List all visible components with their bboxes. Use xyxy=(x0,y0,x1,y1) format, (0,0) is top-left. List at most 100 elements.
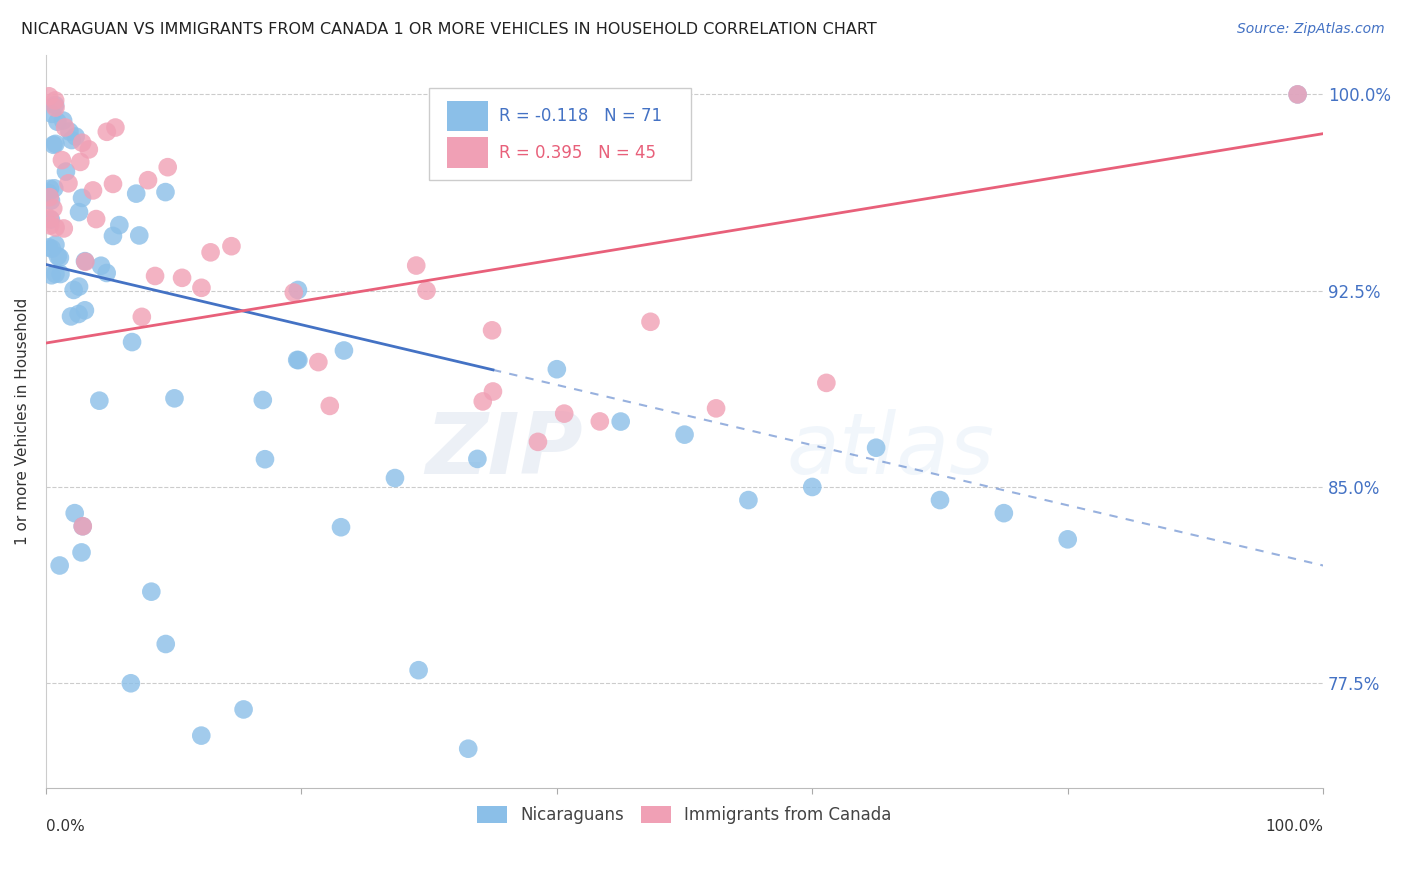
Point xyxy=(70,545,93,559)
Point xyxy=(253,452,276,467)
Point xyxy=(384,471,406,485)
Point xyxy=(96,125,118,139)
Point xyxy=(457,741,479,756)
Point xyxy=(45,220,67,235)
Point xyxy=(136,173,159,187)
Point xyxy=(546,362,568,376)
Point xyxy=(929,493,952,508)
Point xyxy=(72,519,94,533)
Point xyxy=(200,245,222,260)
Point xyxy=(38,211,60,226)
Point xyxy=(108,218,131,232)
Point xyxy=(52,113,75,128)
Point xyxy=(155,185,177,199)
Point xyxy=(125,186,148,201)
Point xyxy=(84,212,107,227)
Point xyxy=(44,181,66,195)
Point xyxy=(104,120,127,135)
Point xyxy=(128,228,150,243)
Point xyxy=(589,414,612,428)
Point xyxy=(42,202,65,216)
Point xyxy=(67,205,90,219)
Point xyxy=(39,212,62,227)
Point xyxy=(252,392,274,407)
Point xyxy=(46,114,69,128)
Point xyxy=(307,355,329,369)
Point xyxy=(155,637,177,651)
Point xyxy=(38,240,60,254)
Point xyxy=(90,259,112,273)
Point xyxy=(44,94,66,108)
Point xyxy=(72,519,94,533)
Point xyxy=(609,415,631,429)
Point xyxy=(38,186,60,200)
Point xyxy=(481,323,503,337)
Point xyxy=(39,182,62,196)
Point xyxy=(121,334,143,349)
Point xyxy=(82,183,104,197)
Point xyxy=(96,266,118,280)
Point xyxy=(232,702,254,716)
Point xyxy=(737,493,759,508)
Point xyxy=(48,558,70,573)
Point xyxy=(69,155,91,169)
Point xyxy=(89,393,111,408)
Point xyxy=(1286,87,1309,102)
Text: R = -0.118   N = 71: R = -0.118 N = 71 xyxy=(499,107,662,125)
Point xyxy=(39,219,62,233)
Point xyxy=(73,303,96,318)
Point xyxy=(319,399,342,413)
Point xyxy=(42,137,65,152)
Legend: Nicaraguans, Immigrants from Canada: Nicaraguans, Immigrants from Canada xyxy=(471,799,898,831)
Point xyxy=(704,401,727,416)
Point xyxy=(143,268,166,283)
Point xyxy=(70,191,93,205)
Text: NICARAGUAN VS IMMIGRANTS FROM CANADA 1 OR MORE VEHICLES IN HOUSEHOLD CORRELATION: NICARAGUAN VS IMMIGRANTS FROM CANADA 1 O… xyxy=(21,22,877,37)
Point xyxy=(75,254,97,268)
Point xyxy=(44,237,66,252)
Point xyxy=(408,663,430,677)
Point xyxy=(640,315,662,329)
Point xyxy=(815,376,838,390)
Point xyxy=(553,407,575,421)
Point xyxy=(60,133,83,147)
Point xyxy=(49,251,72,265)
Point xyxy=(38,89,60,103)
Point xyxy=(65,129,87,144)
Point xyxy=(221,239,243,253)
Point xyxy=(53,120,76,135)
Point xyxy=(141,584,163,599)
Point xyxy=(44,101,66,115)
Point xyxy=(58,124,80,138)
Point xyxy=(44,267,66,281)
Point xyxy=(156,160,179,174)
FancyBboxPatch shape xyxy=(429,88,690,179)
Text: R = 0.395   N = 45: R = 0.395 N = 45 xyxy=(499,144,657,161)
Point xyxy=(41,242,63,256)
Point xyxy=(39,194,62,208)
Point xyxy=(60,310,83,324)
Point xyxy=(415,284,437,298)
Point xyxy=(471,394,494,409)
Point xyxy=(993,506,1015,520)
Point xyxy=(101,177,124,191)
Text: 0.0%: 0.0% xyxy=(46,820,84,834)
Point xyxy=(163,392,186,406)
Point xyxy=(285,353,308,368)
Point xyxy=(44,98,66,112)
Point xyxy=(190,729,212,743)
Point xyxy=(67,279,90,293)
Point xyxy=(67,307,90,321)
Point xyxy=(131,310,153,324)
Point xyxy=(405,259,427,273)
Point xyxy=(46,249,69,263)
Point xyxy=(70,136,93,150)
Point xyxy=(467,451,489,466)
Text: 100.0%: 100.0% xyxy=(1265,820,1323,834)
FancyBboxPatch shape xyxy=(447,101,488,131)
Point xyxy=(801,480,824,494)
Point xyxy=(170,270,193,285)
Point xyxy=(283,285,305,300)
Point xyxy=(58,176,80,190)
Point xyxy=(41,107,63,121)
